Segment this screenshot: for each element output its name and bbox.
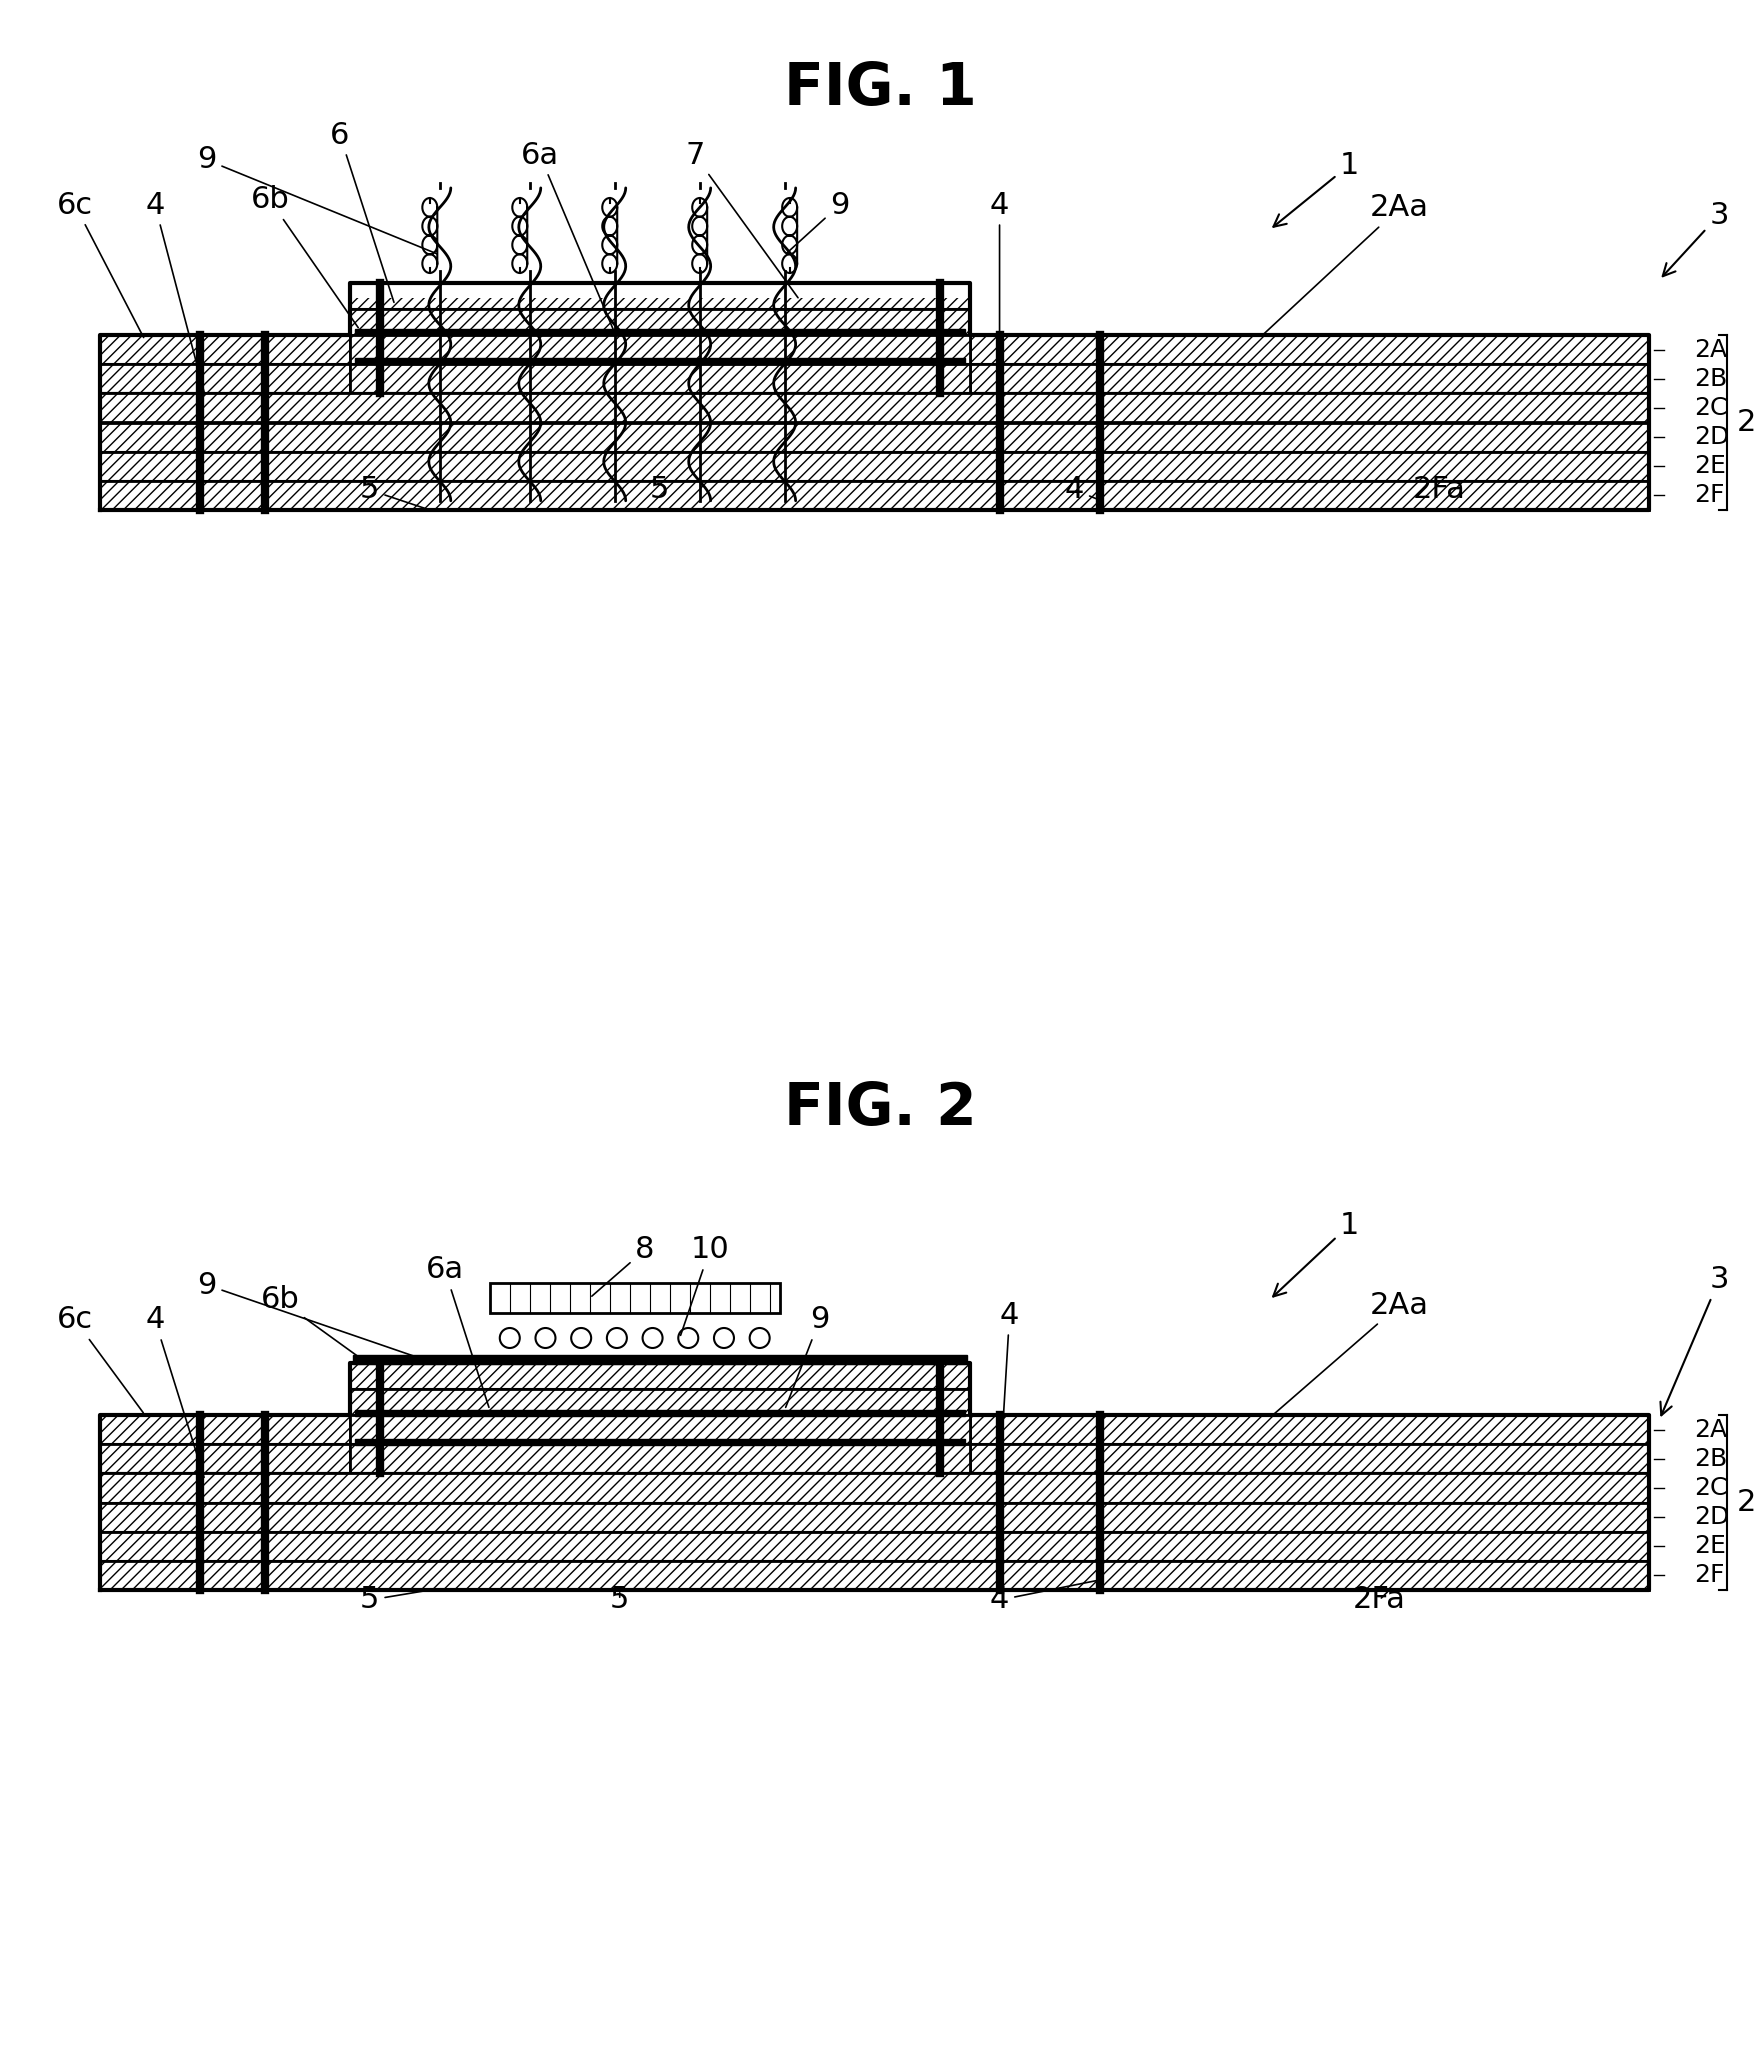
Text: 4: 4 [999,1301,1018,1477]
Bar [354,1410,964,1417]
Bar [100,1501,1649,1533]
Text: 5: 5 [359,1586,426,1615]
Text: 2Fa: 2Fa [1353,1586,1406,1615]
Bar [351,1363,969,1390]
Text: 2Fa: 2Fa [1413,476,1466,509]
Bar [490,1284,779,1313]
Text: 9: 9 [197,145,437,255]
Text: 5: 5 [610,1586,629,1615]
Text: 6b: 6b [250,186,358,327]
Bar [100,1414,351,1443]
Text: 4: 4 [990,191,1010,391]
Bar [352,1354,967,1365]
Text: 6: 6 [329,120,395,302]
Bar [354,278,964,286]
Text: 6c: 6c [56,1305,143,1412]
Text: 2Aa: 2Aa [1272,1290,1429,1417]
Text: 2C: 2C [1695,396,1727,420]
Text: 3: 3 [1660,1265,1729,1414]
Bar [351,1390,969,1414]
Text: 9: 9 [786,191,849,253]
Text: 4: 4 [144,191,204,391]
Bar [100,336,351,364]
Bar [969,1414,1649,1443]
Bar [969,336,1649,364]
Bar [969,364,1649,393]
Text: 10: 10 [680,1236,729,1336]
Text: 2A: 2A [1695,338,1727,362]
Text: 8: 8 [592,1236,654,1296]
Text: 2E: 2E [1695,454,1727,478]
Text: 2A: 2A [1695,1417,1727,1441]
Bar [100,393,1649,422]
Bar [100,364,351,393]
Text: 9: 9 [197,1270,437,1365]
Bar [351,1443,969,1472]
Bar [354,358,964,364]
Text: 1: 1 [1274,1212,1359,1296]
Bar [969,1443,1649,1472]
Bar [351,364,969,393]
Text: 4: 4 [144,1305,204,1477]
Text: 4: 4 [1064,476,1098,505]
Text: 2D: 2D [1695,425,1730,449]
Text: 3: 3 [1663,201,1729,275]
Bar [352,275,967,286]
Bar [351,336,969,364]
Text: 2C: 2C [1695,1477,1727,1499]
Text: 2Aa: 2Aa [1262,193,1429,336]
Text: 2E: 2E [1695,1535,1727,1557]
Text: FIG. 2: FIG. 2 [784,1079,976,1137]
Bar [100,1533,1649,1562]
Bar [354,1439,964,1446]
Bar [351,309,969,336]
Bar [351,1414,969,1443]
Bar [351,284,969,309]
Text: 7: 7 [685,141,798,298]
Bar [100,1562,1649,1591]
Bar [100,422,1649,451]
Text: 5: 5 [359,476,426,509]
Text: 1: 1 [1274,151,1359,228]
Text: FIG. 1: FIG. 1 [784,60,976,116]
Text: 2: 2 [1737,1487,1757,1516]
Text: 6a: 6a [426,1255,488,1408]
Text: 2B: 2B [1695,367,1727,391]
Text: 9: 9 [786,1305,830,1408]
Text: 4: 4 [990,1580,1096,1615]
Text: 6a: 6a [522,141,613,331]
Bar [100,451,1649,480]
Text: 2D: 2D [1695,1506,1730,1528]
Bar [100,480,1649,509]
Text: 5: 5 [650,476,670,509]
Text: 2B: 2B [1695,1448,1727,1470]
Bar [354,329,964,336]
Bar [345,178,974,298]
Bar [100,1443,351,1472]
Bar [100,1472,1649,1501]
Text: 2F: 2F [1695,483,1725,507]
Text: 2F: 2F [1695,1564,1725,1586]
Text: 6b: 6b [261,1286,368,1363]
Text: 2: 2 [1737,408,1757,437]
Text: 6c: 6c [56,191,144,338]
